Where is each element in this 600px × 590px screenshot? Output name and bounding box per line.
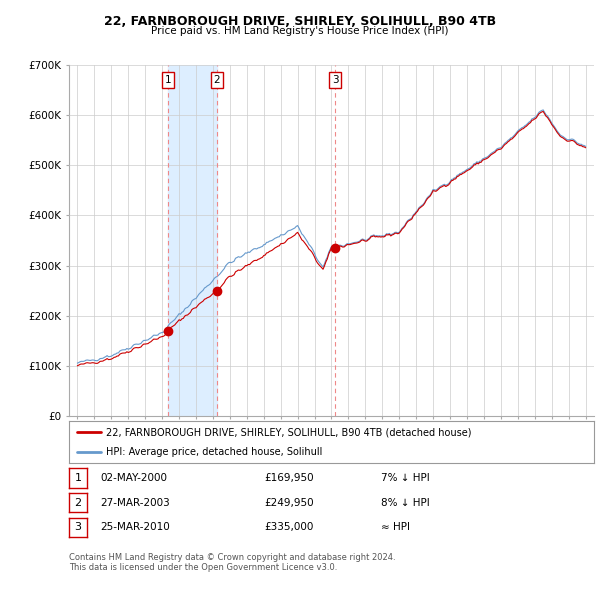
Text: 1: 1 xyxy=(74,473,82,483)
Text: £169,950: £169,950 xyxy=(264,473,314,483)
Text: 3: 3 xyxy=(332,75,339,85)
Text: £249,950: £249,950 xyxy=(264,498,314,507)
Text: Contains HM Land Registry data © Crown copyright and database right 2024.: Contains HM Land Registry data © Crown c… xyxy=(69,553,395,562)
Text: 25-MAR-2010: 25-MAR-2010 xyxy=(100,523,170,532)
Text: Price paid vs. HM Land Registry's House Price Index (HPI): Price paid vs. HM Land Registry's House … xyxy=(151,26,449,36)
Text: 7% ↓ HPI: 7% ↓ HPI xyxy=(381,473,430,483)
Text: ≈ HPI: ≈ HPI xyxy=(381,523,410,532)
Text: 22, FARNBOROUGH DRIVE, SHIRLEY, SOLIHULL, B90 4TB (detached house): 22, FARNBOROUGH DRIVE, SHIRLEY, SOLIHULL… xyxy=(106,427,471,437)
Text: This data is licensed under the Open Government Licence v3.0.: This data is licensed under the Open Gov… xyxy=(69,563,337,572)
Text: 02-MAY-2000: 02-MAY-2000 xyxy=(100,473,167,483)
Text: 3: 3 xyxy=(74,523,82,532)
Text: 2: 2 xyxy=(74,498,82,507)
Text: £335,000: £335,000 xyxy=(264,523,313,532)
Text: 27-MAR-2003: 27-MAR-2003 xyxy=(100,498,170,507)
Text: 8% ↓ HPI: 8% ↓ HPI xyxy=(381,498,430,507)
Bar xyxy=(169,65,217,416)
Text: 1: 1 xyxy=(165,75,172,85)
Text: 2: 2 xyxy=(214,75,220,85)
Text: 22, FARNBOROUGH DRIVE, SHIRLEY, SOLIHULL, B90 4TB: 22, FARNBOROUGH DRIVE, SHIRLEY, SOLIHULL… xyxy=(104,15,496,28)
Text: HPI: Average price, detached house, Solihull: HPI: Average price, detached house, Soli… xyxy=(106,447,322,457)
